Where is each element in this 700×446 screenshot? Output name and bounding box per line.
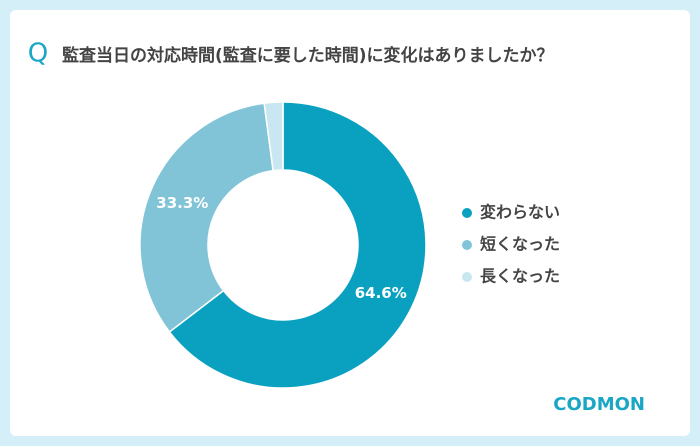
donut-slice <box>168 101 427 389</box>
logo: CODMON <box>553 394 645 415</box>
title-marker: Q <box>28 39 48 69</box>
legend-marker <box>462 208 472 218</box>
legend-label: 長くなった <box>480 267 560 286</box>
legend-label: 短くなった <box>480 235 560 254</box>
donut-slice <box>139 102 274 333</box>
donut-slice <box>263 101 284 172</box>
legend-marker <box>462 272 472 282</box>
legend-label: 変わらない <box>480 203 560 222</box>
data-label: 64.6% <box>355 284 407 302</box>
chart-title: 監査当日の対応時間(監査に要した時間)に変化はありましたか？ <box>62 45 554 66</box>
legend-marker <box>462 240 472 250</box>
data-label: 33.3% <box>156 194 208 212</box>
